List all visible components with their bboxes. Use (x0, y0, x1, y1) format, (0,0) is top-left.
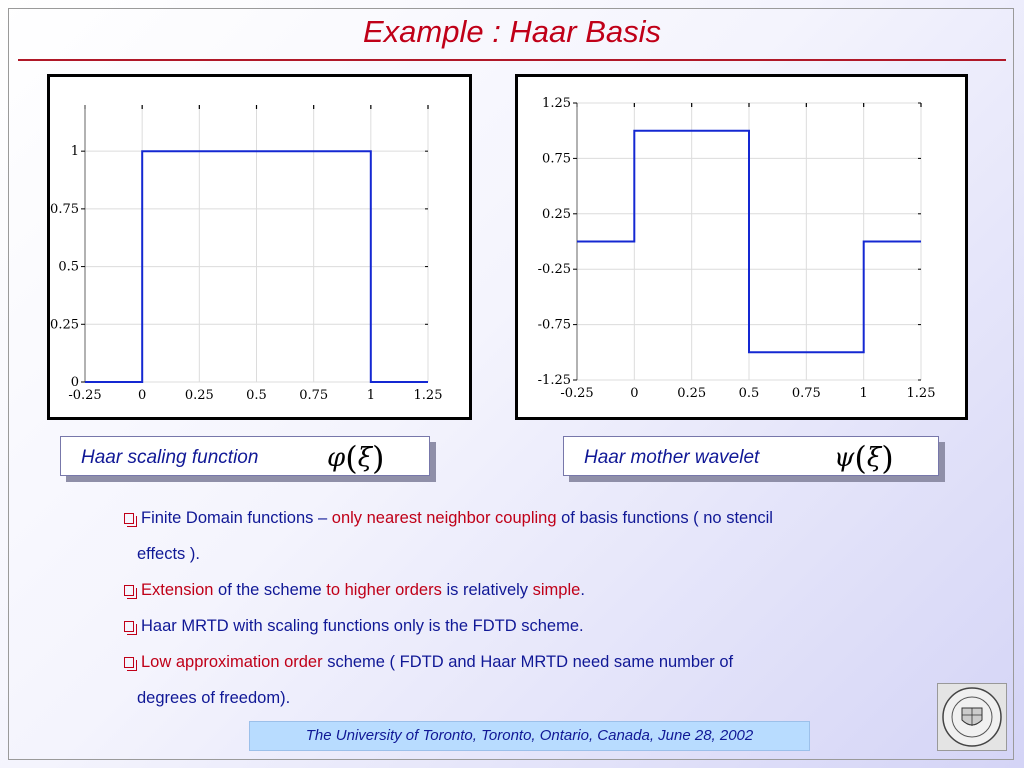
x-tick-label: 0 (138, 388, 146, 403)
x-tick-label: 1 (860, 386, 868, 401)
x-tick-label: 0.5 (246, 388, 267, 403)
haar-scaling-function-plot: 0 0.25 0.5 0.75 1 -0.25 0 0.25 0.5 0.75 1 1.25 (47, 74, 472, 420)
bullet-item: Finite Domain functions – only nearest n… (124, 500, 924, 536)
x-tick-label: 0.25 (677, 386, 706, 401)
scaling-function-chart: 00.250.50.751-0.25 0 0.25 0.5 0.75 1 1.25 (50, 105, 443, 403)
x-tick-label: 0.75 (299, 388, 328, 403)
scaling-function-label: Haar scaling function (81, 447, 259, 468)
y-tick-label: -0.25 (538, 262, 571, 277)
bullet-list: Finite Domain functions – only nearest n… (124, 500, 924, 716)
bullet-text-segment: Finite Domain functions – (141, 509, 332, 527)
scaling-function-caption: Haar scaling function φ(ξ) (60, 436, 430, 477)
x-tick-label: 0.5 (739, 386, 760, 401)
bullet-text-segment: . (580, 581, 585, 599)
bullet-item: Haar MRTD with scaling functions only is… (124, 608, 924, 644)
bullet-item: Extension of the scheme to higher orders… (124, 572, 924, 608)
bullet-text-segment: of the scheme (213, 581, 327, 599)
x-tick-label: -0.25 (560, 386, 593, 401)
y-tick-label: 0.25 (542, 207, 571, 222)
slide-frame (8, 8, 1014, 760)
bullet-text-segment: of basis functions ( no stencil (556, 509, 773, 527)
x-tick-label: 1.25 (414, 388, 443, 403)
bullet-item: Low approximation order scheme ( FDTD an… (124, 644, 924, 680)
y-tick-label: 0.25 (50, 317, 79, 332)
x-tick-label: 0.75 (792, 386, 821, 401)
bullet-text-segment: only nearest neighbor coupling (331, 509, 557, 527)
title-divider (18, 59, 1006, 61)
bullet-box-icon (124, 621, 137, 635)
slide-title: Example : Haar Basis (362, 14, 662, 49)
y-tick-label: 1.25 (542, 96, 571, 111)
bullet-text-segment: to higher orders (326, 581, 442, 599)
x-tick-label: 0.25 (185, 388, 214, 403)
bullet-continuation: effects ). (137, 545, 200, 563)
footer-banner: The University of Toronto, Toronto, Onta… (249, 721, 810, 751)
bullet-text-segment: Low approximation order (141, 653, 323, 671)
series-line (577, 129, 921, 354)
bullet-continuation: degrees of freedom). (137, 689, 291, 707)
y-tick-label: 0 (71, 375, 79, 390)
x-tick-label: 0 (630, 386, 638, 401)
series-line (85, 150, 428, 383)
psi-xi-formula: ψ(ξ) (834, 439, 894, 477)
bullet-box-icon (124, 657, 137, 671)
x-tick-label: -0.25 (68, 388, 101, 403)
x-tick-label: 1 (367, 388, 375, 403)
psi-symbol: ψ (834, 443, 855, 473)
haar-mother-wavelet-plot: -1.25 -0.75 -0.25 0.25 0.75 1.25 -0.25 0 0.25 0.5… (515, 74, 968, 420)
bullet-box-icon (124, 585, 137, 599)
bullet-text-segment: Extension (141, 581, 214, 599)
mother-wavelet-caption: Haar mother wavelet ψ(ξ) (563, 436, 939, 477)
bullet-box-icon (124, 513, 137, 527)
phi-symbol: φ (327, 443, 346, 473)
bullet-text-segment: scheme ( FDTD and Haar MRTD need same nu… (322, 653, 734, 671)
x-tick-label: 1.25 (907, 386, 936, 401)
bullet-text-segment: Haar MRTD with scaling functions only is… (141, 617, 584, 635)
y-tick-label: -0.75 (538, 318, 571, 333)
y-tick-label: 0.5 (58, 260, 79, 275)
xi-symbol: ξ (357, 443, 373, 473)
y-tick-label: -1.25 (538, 373, 571, 388)
y-tick-label: 0.75 (542, 151, 571, 166)
university-seal-icon (937, 683, 1007, 751)
y-tick-label: 1 (71, 144, 79, 159)
xi-symbol: ξ (866, 443, 882, 473)
y-tick-label: 0.75 (50, 202, 79, 217)
mother-wavelet-chart: -1.25 -0.75 -0.25 0.25 0.75 1.25 -0.25 0 0.25 0.5… (538, 96, 936, 401)
bullet-text-segment: is relatively (441, 581, 533, 599)
bullet-text-segment: simple (532, 581, 581, 599)
phi-xi-formula: φ(ξ) (327, 439, 385, 477)
mother-wavelet-label: Haar mother wavelet (584, 447, 760, 468)
